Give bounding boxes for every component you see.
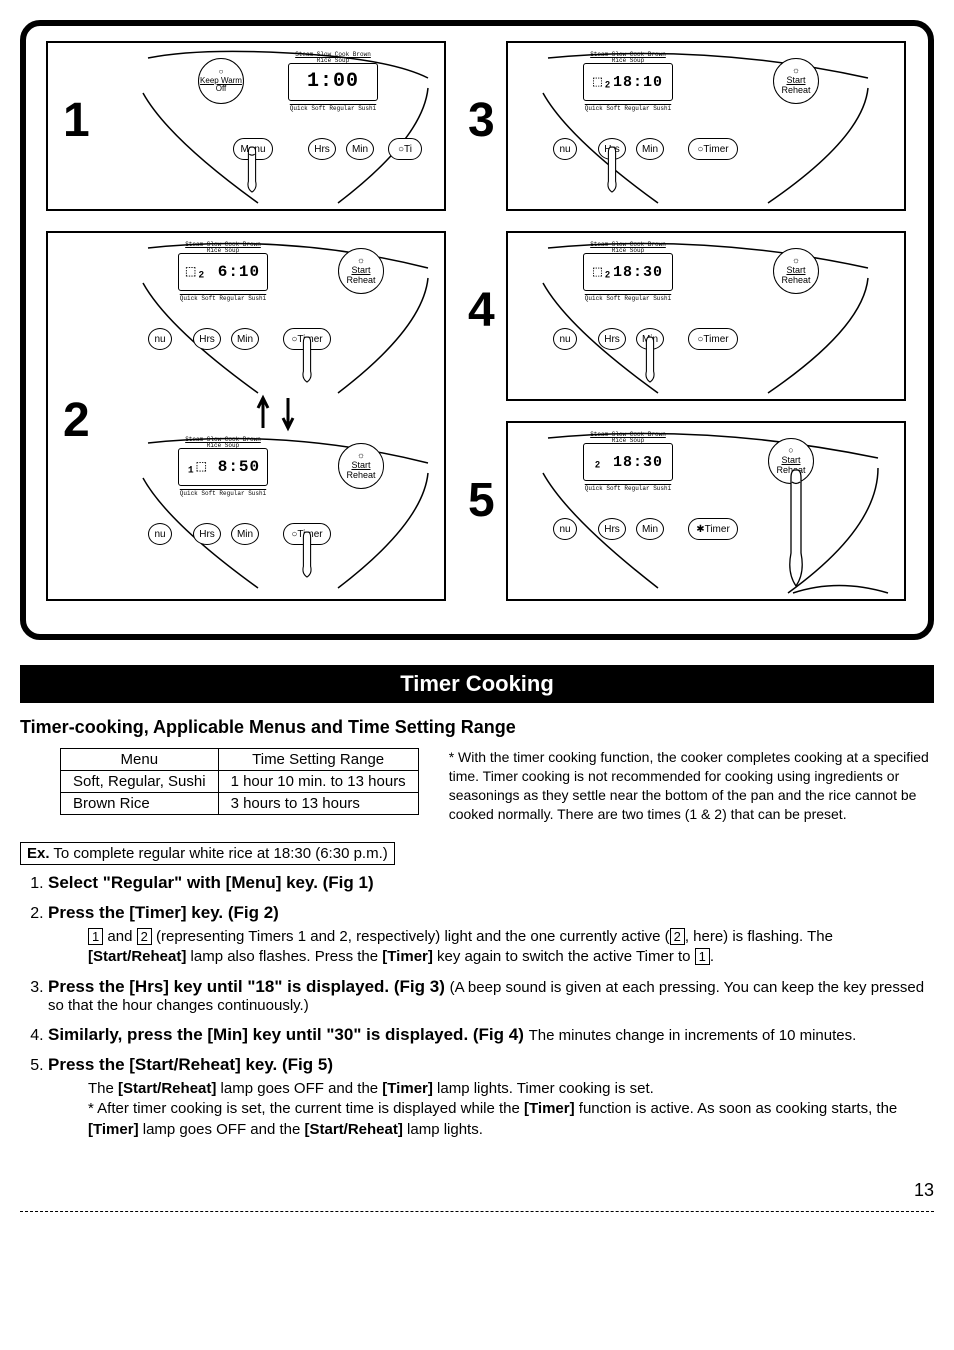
instruction-list: Select "Regular" with [Menu] key. (Fig 1…: [20, 873, 934, 1140]
panel-4: 4 Steam Slow Cook Brown Rice Soup ⬚₂18:3…: [506, 231, 906, 401]
table-cell: Brown Rice: [61, 793, 219, 815]
step-number: 1: [63, 93, 90, 148]
timer-button: ○Timer: [688, 138, 738, 160]
timer-button: ○Ti: [388, 138, 422, 160]
lcd-display: Steam Slow Cook Brown Rice Soup ⬚₂18:10 …: [583, 63, 673, 101]
step-3: Press the [Hrs] key until "18" is displa…: [48, 977, 934, 1015]
page-number: 13: [20, 1180, 934, 1201]
table-cell: Soft, Regular, Sushi: [61, 771, 219, 793]
lcd-display: Steam Slow Cook Brown Rice Soup ⬚₂18:30 …: [583, 253, 673, 291]
page-divider: [20, 1211, 934, 1212]
step-number: 3: [468, 93, 495, 148]
keep-warm-button: ○ Keep Warm Off: [198, 58, 244, 104]
min-button: Min: [231, 328, 259, 350]
finger-icon: [783, 468, 809, 588]
min-button: Min: [636, 138, 664, 160]
step-number: 2: [63, 393, 90, 448]
menu-button: nu: [553, 518, 577, 540]
step-body: The [Start/Reheat] lamp goes OFF and the…: [88, 1079, 934, 1140]
start-button: ☼ Start Reheat: [338, 443, 384, 489]
hrs-button: Hrs: [598, 328, 626, 350]
start-button: ☼ Start Reheat: [773, 58, 819, 104]
panel-2: 2 Steam Slow Cook Brown Rice Soup ⬚₂ 6:1…: [46, 231, 446, 601]
finger-icon: [603, 145, 621, 195]
lcd-display: Steam Slow Cook Brown Rice Soup ⬚₂ 6:10 …: [178, 253, 268, 291]
min-button: Min: [346, 138, 374, 160]
step-number: 4: [468, 283, 495, 338]
table-cell: 3 hours to 13 hours: [218, 793, 418, 815]
hrs-button: Hrs: [193, 328, 221, 350]
menu-button: nu: [553, 328, 577, 350]
step-2: Press the [Timer] key. (Fig 2) 1 and 2 (…: [48, 903, 934, 968]
min-button: Min: [636, 518, 664, 540]
panel-3: 3 Steam Slow Cook Brown Rice Soup ⬚₂18:1…: [506, 41, 906, 211]
example-box: Ex. To complete regular white rice at 18…: [20, 842, 395, 865]
side-note: * With the timer cooking function, the c…: [449, 748, 934, 824]
lcd-display: Steam Slow Cook Brown Rice Soup 1:00 Qui…: [288, 63, 378, 101]
hrs-button: Hrs: [598, 518, 626, 540]
menu-button: nu: [148, 328, 172, 350]
finger-icon: [641, 335, 659, 385]
menu-button: nu: [553, 138, 577, 160]
time-range-table: Menu Time Setting Range Soft, Regular, S…: [60, 748, 419, 815]
menu-button: nu: [148, 523, 172, 545]
step-4: Similarly, press the [Min] key until "30…: [48, 1025, 934, 1045]
lcd-display: Steam Slow Cook Brown Rice Soup ₁⬚ 8:50 …: [178, 448, 268, 486]
start-button: ☼ Start Reheat: [773, 248, 819, 294]
subheading: Timer-cooking, Applicable Menus and Time…: [20, 717, 934, 738]
start-button: ☼ Start Reheat: [338, 248, 384, 294]
hrs-button: Hrs: [193, 523, 221, 545]
figure-frame: 1 ○ Keep Warm Off Steam Slow Cook Brown …: [20, 20, 934, 640]
section-header: Timer Cooking: [20, 665, 934, 703]
timer-button: ○Timer: [688, 328, 738, 350]
finger-icon: [298, 530, 316, 580]
lcd-display: Steam Slow Cook Brown Rice Soup ₂ 18:30 …: [583, 443, 673, 481]
step-1: Select "Regular" with [Menu] key. (Fig 1…: [48, 873, 934, 893]
step-number: 5: [468, 473, 495, 528]
panel-5: 5 Steam Slow Cook Brown Rice Soup ₂ 18:3…: [506, 421, 906, 601]
min-button: Min: [231, 523, 259, 545]
finger-icon: [243, 145, 261, 195]
step-body: 1 and 2 (representing Timers 1 and 2, re…: [88, 927, 934, 968]
table-header: Menu: [61, 749, 219, 771]
timer-button: ✱Timer: [688, 518, 738, 540]
swap-arrows-icon: [248, 393, 308, 433]
panel-1: 1 ○ Keep Warm Off Steam Slow Cook Brown …: [46, 41, 446, 211]
step-5: Press the [Start/Reheat] key. (Fig 5) Th…: [48, 1055, 934, 1140]
table-cell: 1 hour 10 min. to 13 hours: [218, 771, 418, 793]
two-column-row: Menu Time Setting Range Soft, Regular, S…: [20, 748, 934, 824]
finger-icon: [298, 335, 316, 385]
table-header: Time Setting Range: [218, 749, 418, 771]
hrs-button: Hrs: [308, 138, 336, 160]
